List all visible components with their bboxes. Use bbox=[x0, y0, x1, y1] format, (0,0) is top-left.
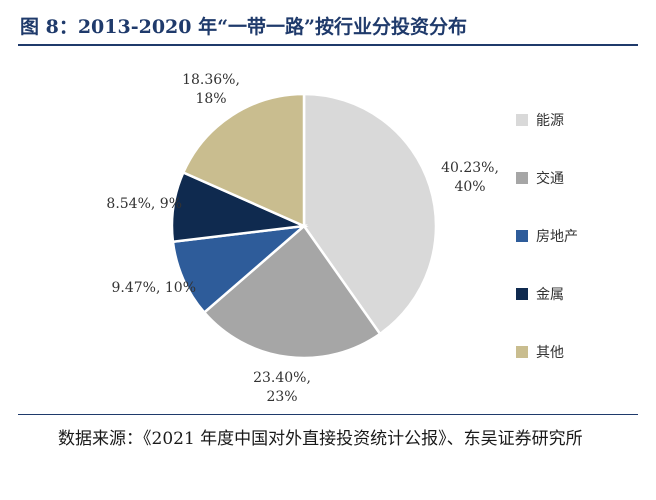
source-divider bbox=[18, 414, 638, 415]
legend-swatch-3 bbox=[516, 230, 528, 242]
slice-data-label-5: 18.36%, 18% bbox=[182, 72, 240, 107]
slice-data-label-2: 23.40%, 23% bbox=[253, 370, 311, 405]
title-divider bbox=[18, 44, 638, 46]
pie-slice-1 bbox=[302, 92, 438, 336]
pie-labels: 40.23%, 40% 23.40%, 23% 9.47%, 10% 8.54%, 9% 1… bbox=[106, 72, 499, 405]
legend-swatch-5 bbox=[516, 346, 528, 358]
pie-slices bbox=[170, 92, 438, 360]
pie-slice-3 bbox=[171, 224, 308, 315]
legend-label-2: 交通 bbox=[536, 170, 564, 187]
legend-label-1: 能源 bbox=[536, 113, 564, 129]
legend-label-4: 金属 bbox=[536, 287, 564, 303]
pie-slice-2 bbox=[202, 224, 382, 360]
slice-data-label-4: 8.54%, 9% bbox=[106, 196, 182, 212]
legend-label-5: 其他 bbox=[536, 345, 564, 361]
source-note: 数据来源：《2021 年度中国对外直接投资统计公报》、东吴证券研究所 bbox=[58, 429, 583, 449]
slice-data-label-3: 9.47%, 10% bbox=[112, 280, 197, 296]
pie-chart: 40.23%, 40% 23.40%, 23% 9.47%, 10% 8.54%, 9% 1… bbox=[106, 72, 578, 405]
slice-data-label-1: 40.23%, 40% bbox=[441, 160, 499, 195]
legend-swatch-2 bbox=[516, 172, 528, 184]
figure-title: 图 8：2013-2020 年“一带一路”按行业分投资分布 bbox=[20, 16, 467, 38]
legend-label-3: 房地产 bbox=[536, 229, 578, 245]
pie-slice-5 bbox=[181, 92, 306, 228]
legend-swatch-4 bbox=[516, 288, 528, 300]
legend-swatch-1 bbox=[516, 114, 528, 126]
